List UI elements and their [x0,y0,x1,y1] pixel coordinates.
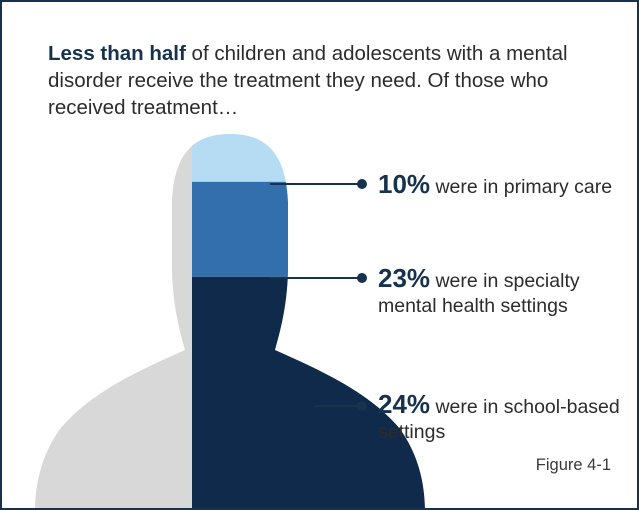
callout-specialty: 23% were in specialty mental health sett… [378,263,628,319]
callout-primary-care: 10% were in primary care [378,169,628,200]
figure-label: Figure 4-1 [535,456,611,474]
intro-rest: of children and adolescents with a menta… [48,42,568,119]
connector-dot-school [357,401,367,411]
intro-bold: Less than half [48,42,186,65]
callout-text-specialty: were in specialty mental health settings [378,270,580,317]
connector-dot-primary [357,179,367,189]
silhouette-left-half [35,134,192,508]
intro-text: Less than half of children and adolescen… [48,40,608,121]
pct-specialty: 23% [378,263,431,293]
connector-dot-specialty [357,273,367,283]
callout-text-school: were in school-based settings [378,396,620,443]
pct-primary-care: 10% [378,169,431,199]
callout-school: 24% were in school-based settings [378,389,628,445]
pct-school: 24% [378,389,431,419]
callout-text-primary-care: were in primary care [430,176,613,198]
silhouette-fill [35,134,425,508]
